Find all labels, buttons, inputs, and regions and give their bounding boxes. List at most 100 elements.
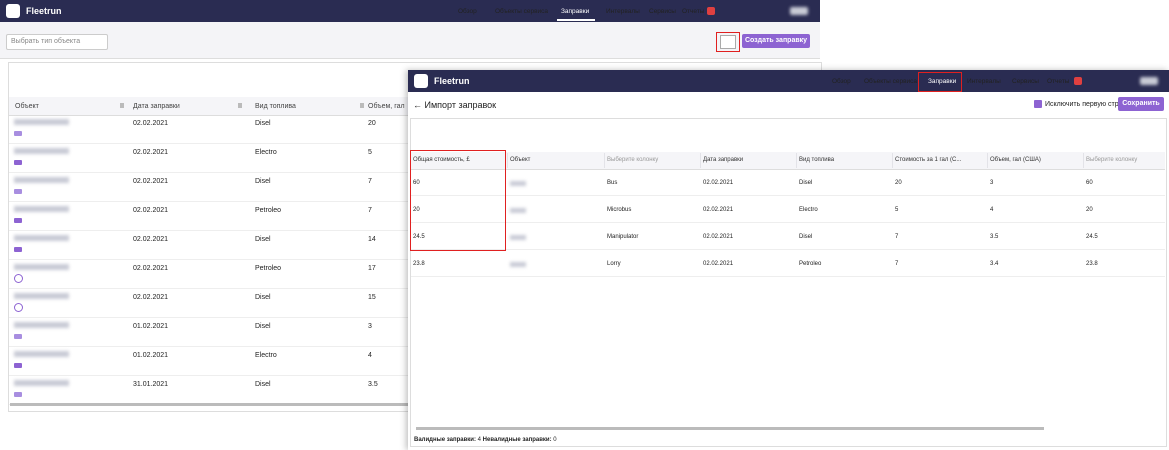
cell: 02.02.2021 [133, 265, 169, 272]
type-select-placeholder: Выбрать тип объекта [11, 38, 81, 45]
create-button[interactable]: Создать заправку [742, 34, 810, 48]
alert-icon[interactable] [1074, 77, 1082, 85]
column-highlight [410, 150, 506, 251]
column-header[interactable]: Стоимость за 1 гал (С... [895, 157, 962, 163]
cell: 24.5 [1086, 234, 1098, 240]
object-icon [14, 392, 22, 397]
cell: 24.5 [413, 234, 425, 240]
row [411, 223, 1165, 250]
cell: 4 [990, 207, 994, 213]
object-name [14, 235, 69, 241]
cell: 02.02.2021 [703, 180, 734, 186]
cell: 02.02.2021 [703, 234, 734, 240]
nav-item[interactable]: Сервисы [1012, 78, 1039, 85]
cell: 17 [368, 265, 376, 272]
nav-item[interactable]: Объекты сервиса [495, 8, 549, 15]
cell: Bus [607, 180, 618, 186]
cell: 23.8 [413, 261, 425, 267]
cell: Electro [255, 352, 277, 359]
cell: 3.4 [990, 261, 999, 267]
logo[interactable]: Fleetrun [26, 6, 62, 16]
nav-item[interactable]: Обзор [458, 8, 477, 15]
row [411, 250, 1165, 277]
column-divider [507, 153, 508, 168]
nav-item[interactable]: Интервалы [967, 78, 1001, 85]
import-highlight [716, 32, 740, 52]
cell: 20 [895, 180, 902, 186]
valid-count: 4 [477, 437, 481, 443]
object-icon [14, 303, 23, 312]
cell: 7 [368, 207, 372, 214]
sort-icon [120, 103, 124, 108]
avatar[interactable] [790, 7, 808, 15]
cell: 02.02.2021 [133, 178, 169, 185]
cell: 3 [368, 323, 372, 330]
sort-icon [360, 103, 364, 108]
import-button[interactable] [720, 35, 736, 49]
object-icon [14, 189, 22, 194]
nav-item[interactable]: Заправки [561, 8, 590, 15]
object-name [14, 380, 69, 386]
import-header [411, 152, 1165, 170]
valid-label: Валидные заправки: [414, 437, 476, 443]
column-header[interactable]: Вид топлива [799, 157, 835, 163]
object-name [14, 322, 69, 328]
cell: Disel [255, 120, 271, 127]
column-header[interactable]: Дата заправки [703, 157, 744, 163]
row [411, 169, 1165, 196]
alert-icon[interactable] [707, 7, 715, 15]
cell: 02.02.2021 [703, 261, 734, 267]
nav-item[interactable]: Обзор [832, 78, 851, 85]
column-header[interactable]: Объем, гал [368, 103, 405, 110]
column-divider [892, 153, 893, 168]
row [411, 196, 1165, 223]
import-title[interactable]: ← Импорт заправок [413, 100, 497, 110]
logo-icon [6, 4, 20, 18]
column-header[interactable]: Вид топлива [255, 103, 296, 110]
cell: Disel [255, 323, 271, 330]
nav-item[interactable]: Объекты сервиса [864, 78, 918, 85]
import-panel [410, 118, 1167, 447]
nav-item[interactable]: Сервисы [649, 8, 676, 15]
nav-item[interactable]: Отчеты [1047, 78, 1070, 85]
cell: 3.5 [990, 234, 999, 240]
logo[interactable]: Fleetrun [434, 76, 470, 86]
cell: Petroleo [255, 207, 282, 214]
column-header[interactable]: Выберите колонку [1086, 157, 1138, 163]
cell: 3 [990, 180, 994, 186]
checkbox-label: Исключить первую строку [1045, 101, 1130, 108]
cell: 01.02.2021 [133, 323, 169, 330]
cell: Microbus [607, 207, 632, 213]
cell: 7 [895, 234, 899, 240]
cell: Electro [799, 207, 818, 213]
column-divider [700, 153, 701, 168]
column-header[interactable]: Объект [510, 157, 531, 163]
cell: 02.02.2021 [133, 294, 169, 301]
cell: 5 [895, 207, 899, 213]
cell: Disel [255, 178, 271, 185]
cell: 01.02.2021 [133, 352, 169, 359]
nav-item[interactable]: Отчеты [682, 8, 705, 15]
object-icon [14, 274, 23, 283]
cell: Disel [799, 180, 813, 186]
cell: 7 [895, 261, 899, 267]
cell: Disel [799, 234, 813, 240]
cell: Petroleo [255, 265, 282, 272]
avatar[interactable] [1140, 77, 1158, 85]
column-header[interactable]: Выберите колонку [607, 157, 659, 163]
column-header[interactable]: Дата заправки [133, 103, 180, 110]
cell: 02.02.2021 [703, 207, 734, 213]
cell: Disel [255, 294, 271, 301]
column-header[interactable]: Объект [15, 103, 39, 110]
column-header[interactable]: Объем, гал (США) [990, 157, 1041, 163]
column-header[interactable]: Общая стоимость, £ [413, 157, 470, 163]
checkbox[interactable] [1034, 100, 1042, 108]
save-button[interactable]: Сохранить [1118, 97, 1164, 111]
nav-item[interactable]: Интервалы [606, 8, 640, 15]
cell: Disel [255, 236, 271, 243]
nav-item[interactable]: Заправки [928, 78, 957, 85]
object-icon [14, 160, 22, 165]
object-icon [14, 247, 22, 252]
type-select[interactable] [6, 34, 108, 50]
